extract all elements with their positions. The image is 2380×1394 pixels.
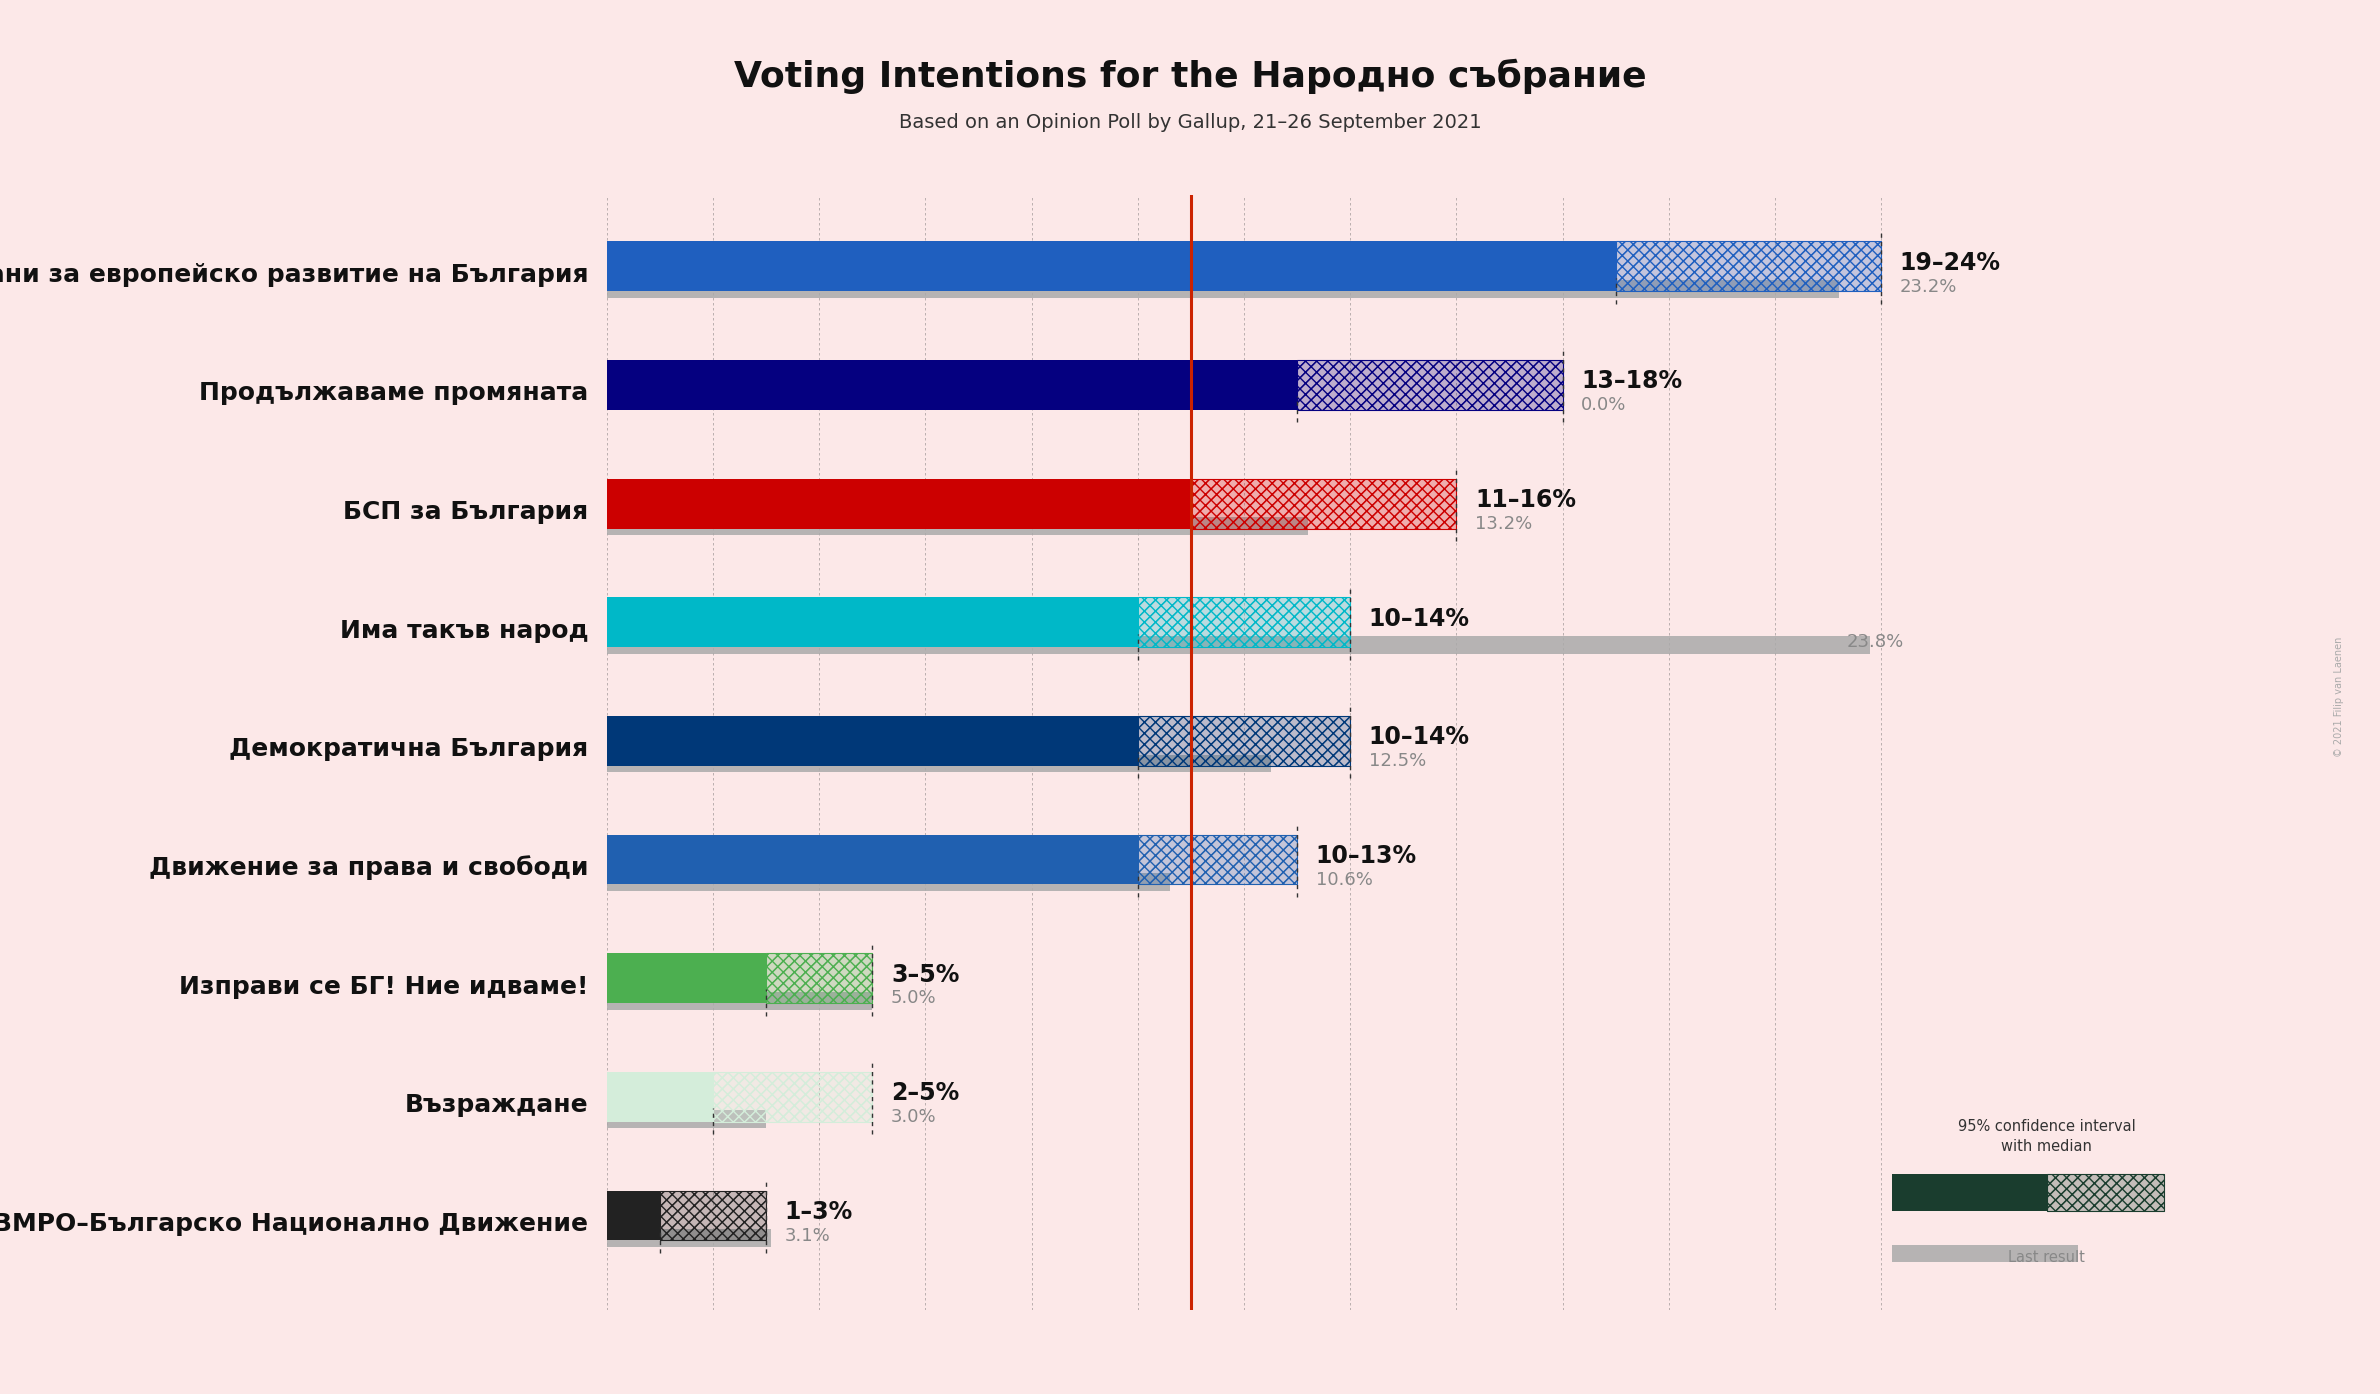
Bar	[607, 1190, 659, 1241]
Bar	[766, 953, 873, 1004]
Text: 23.2%: 23.2%	[1899, 277, 1956, 296]
Bar	[1138, 835, 1297, 884]
Bar	[607, 360, 1297, 410]
Text: 10–14%: 10–14%	[1368, 606, 1471, 630]
Bar	[607, 280, 1840, 298]
Text: 10.6%: 10.6%	[1316, 871, 1373, 889]
Bar	[607, 636, 1871, 654]
Bar	[607, 953, 766, 1004]
Bar	[659, 1190, 766, 1241]
Bar	[714, 1072, 873, 1122]
Bar	[1190, 478, 1457, 528]
Bar	[659, 1190, 766, 1241]
Bar	[607, 835, 1138, 884]
Bar	[607, 517, 1307, 535]
Text: 13–18%: 13–18%	[1580, 369, 1683, 393]
Text: 0.0%: 0.0%	[1580, 396, 1626, 414]
Bar	[1297, 360, 1564, 410]
Bar	[607, 1111, 766, 1128]
Bar	[1138, 598, 1349, 647]
Bar	[2047, 1174, 2163, 1211]
Bar	[1138, 598, 1349, 647]
Bar	[1138, 717, 1349, 765]
Text: Based on an Opinion Poll by Gallup, 21–26 September 2021: Based on an Opinion Poll by Gallup, 21–2…	[900, 113, 1480, 132]
Text: 3–5%: 3–5%	[890, 963, 959, 987]
Text: 3.0%: 3.0%	[890, 1108, 938, 1126]
Text: Last result: Last result	[2009, 1250, 2085, 1264]
Bar	[1892, 1174, 2047, 1211]
Text: 12.5%: 12.5%	[1368, 753, 1426, 769]
Bar	[1892, 1245, 2078, 1262]
Bar	[1190, 478, 1457, 528]
Text: 95% confidence interval
with median: 95% confidence interval with median	[1959, 1119, 2135, 1153]
Bar	[1616, 241, 1880, 291]
Text: 2–5%: 2–5%	[890, 1082, 959, 1105]
Bar	[766, 953, 873, 1004]
Bar	[607, 754, 1271, 772]
Bar	[1138, 717, 1349, 765]
Text: 23.8%: 23.8%	[1847, 633, 1904, 651]
Bar	[659, 1190, 766, 1241]
Text: Voting Intentions for the Народно събрание: Voting Intentions for the Народно събран…	[733, 59, 1647, 95]
Bar	[607, 717, 1138, 765]
Text: 11–16%: 11–16%	[1476, 488, 1576, 512]
Bar	[2047, 1174, 2163, 1211]
Bar	[607, 478, 1190, 528]
Text: 10–14%: 10–14%	[1368, 725, 1471, 750]
Bar	[766, 953, 873, 1004]
Bar	[607, 241, 1616, 291]
Bar	[607, 991, 873, 1009]
Bar	[1138, 598, 1349, 647]
Bar	[1616, 241, 1880, 291]
Bar	[1138, 835, 1297, 884]
Bar	[607, 598, 1138, 647]
Text: 5.0%: 5.0%	[890, 990, 938, 1008]
Text: 19–24%: 19–24%	[1899, 251, 2002, 275]
Bar	[1190, 478, 1457, 528]
Text: © 2021 Filip van Laenen: © 2021 Filip van Laenen	[2335, 637, 2344, 757]
Text: 13.2%: 13.2%	[1476, 514, 1533, 533]
Text: 10–13%: 10–13%	[1316, 843, 1416, 868]
Text: 3.1%: 3.1%	[785, 1227, 831, 1245]
Bar	[714, 1072, 873, 1122]
Bar	[2047, 1174, 2163, 1211]
Bar	[1138, 717, 1349, 765]
Text: 1–3%: 1–3%	[785, 1200, 852, 1224]
Bar	[607, 873, 1169, 891]
Bar	[1616, 241, 1880, 291]
Bar	[607, 1230, 771, 1246]
Bar	[714, 1072, 873, 1122]
Bar	[1297, 360, 1564, 410]
Bar	[1297, 360, 1564, 410]
Bar	[607, 1072, 714, 1122]
Bar	[1138, 835, 1297, 884]
